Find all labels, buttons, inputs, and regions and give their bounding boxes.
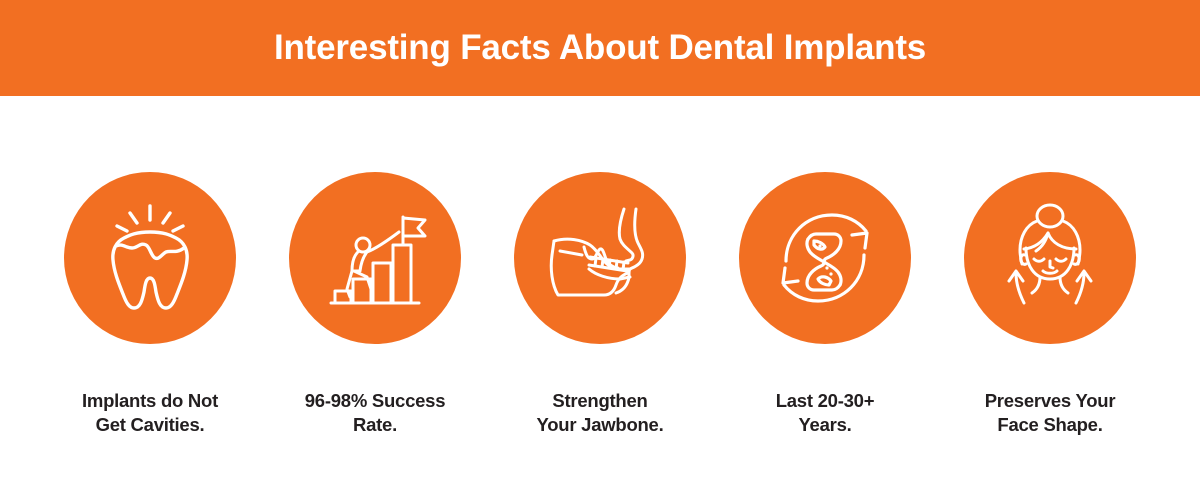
fact-icon-badge-1 [64,172,236,344]
fact-item-1: Implants do Not Get Cavities. [38,96,263,438]
fact-item-4: Last 20-30+ Years. [713,96,938,438]
woman-face-lift-arrows-icon [994,203,1106,313]
fact-item-5: Preserves Your Face Shape. [938,96,1163,438]
hourglass-with-rotating-arrows-icon [772,205,878,311]
page-title: Interesting Facts About Dental Implants [273,27,927,67]
jawbone-profile-with-teeth-icon [544,207,656,309]
tooth-with-cavity-icon [100,202,200,314]
fact-icon-badge-5 [964,172,1136,344]
fact-label-1: Implants do Not Get Cavities. [81,390,219,436]
fact-item-2: 96-98% Success Rate. [263,96,488,438]
fact-label-3: Strengthen Your Jawbone. [536,390,664,436]
fact-label-2: 96-98% Success Rate. [304,390,446,436]
fact-item-3: Strengthen Your Jawbone. [488,96,713,438]
fact-label-4: Last 20-30+ Years. [775,390,875,436]
fact-icon-badge-2 [289,172,461,344]
header-banner: Interesting Facts About Dental Implants [0,0,1200,96]
fact-label-5: Preserves Your Face Shape. [984,390,1116,436]
facts-row: Implants do Not Get Cavities. [0,96,1200,502]
fact-icon-badge-4 [739,172,911,344]
fact-icon-badge-3 [514,172,686,344]
person-climbing-bars-with-flag-icon [323,205,427,311]
